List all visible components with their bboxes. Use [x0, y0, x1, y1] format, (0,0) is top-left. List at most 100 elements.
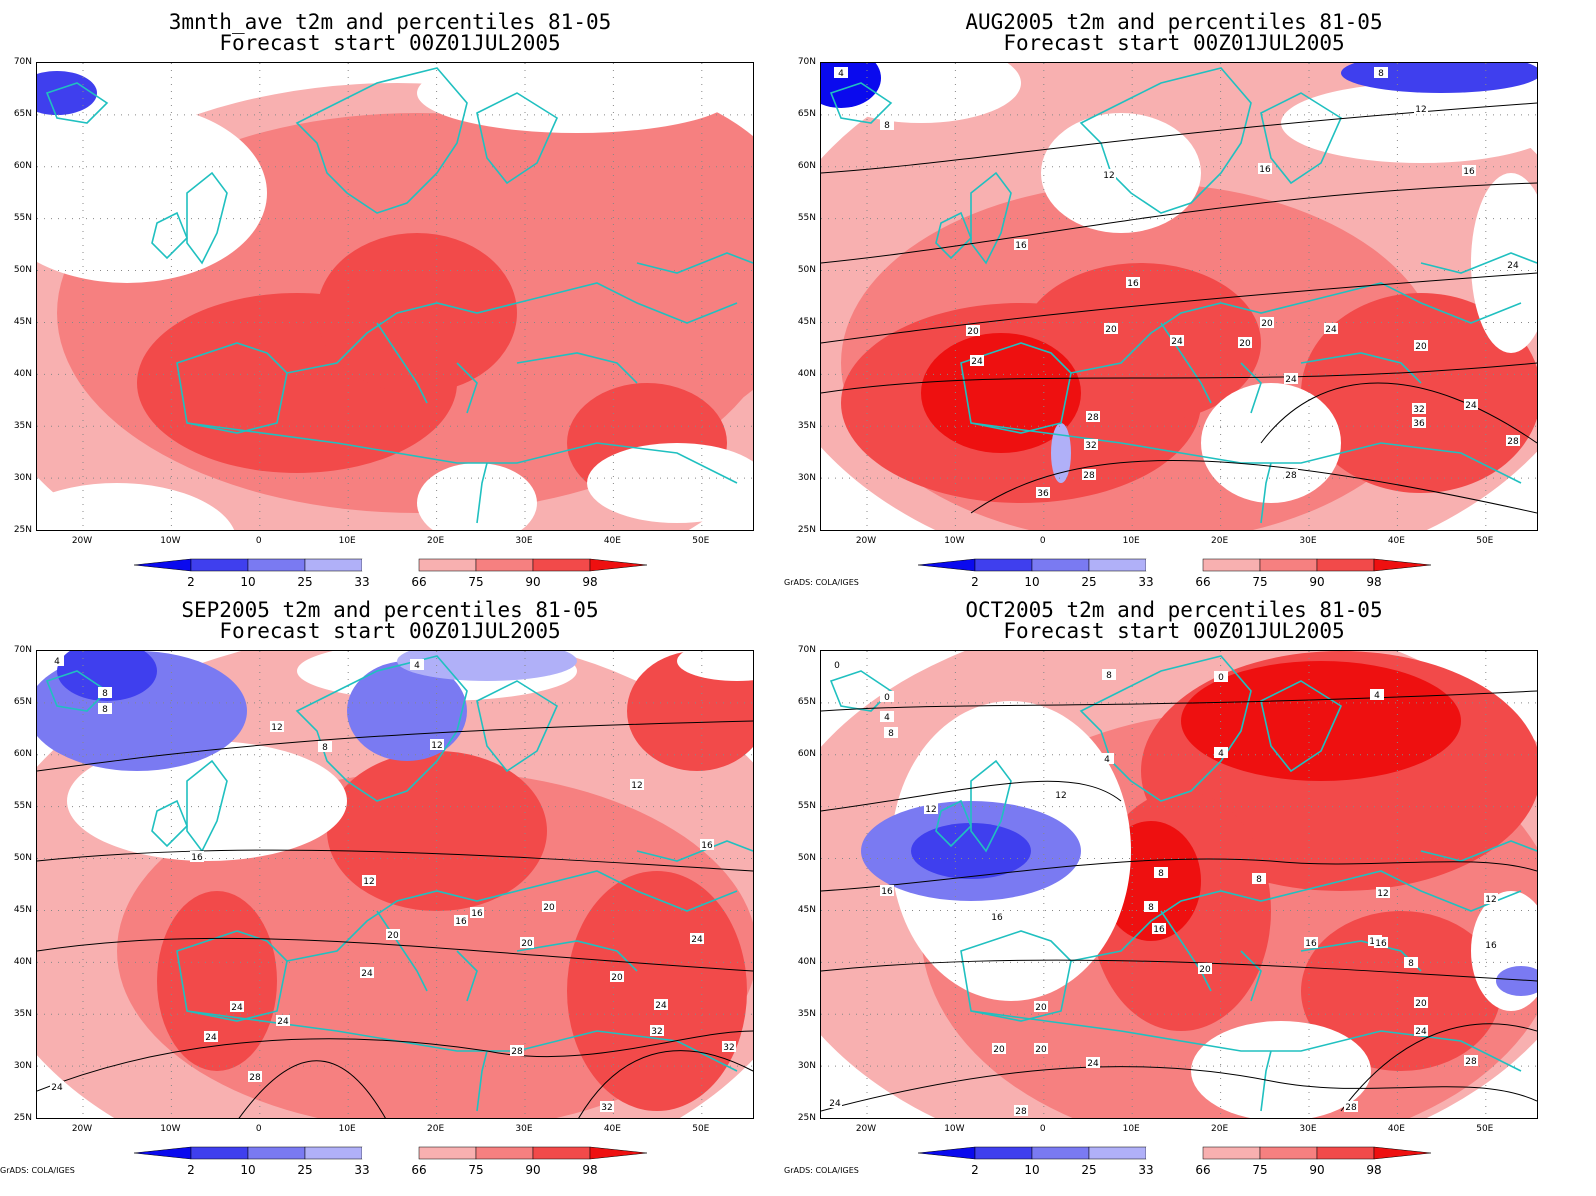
lon-label: 50E — [692, 1124, 710, 1134]
lat-label: 50N — [797, 853, 816, 863]
isotherm-label-bg — [1084, 439, 1098, 450]
isotherm-label-text: 20 — [387, 931, 399, 941]
isotherm-label-text: 8 — [1256, 875, 1262, 885]
panel-subtitle: Forecast start 00Z01JUL2005 — [219, 619, 561, 643]
isotherm-label-text: 16 — [471, 909, 483, 919]
percentile-shading — [567, 871, 747, 1111]
coastline — [1260, 462, 1272, 524]
isotherm-label-text: 12 — [1485, 895, 1496, 905]
isotherm-label-text: 28 — [1087, 413, 1099, 423]
isotherm-label-text: 16 — [701, 841, 713, 851]
lon-label: 50E — [1476, 536, 1494, 546]
isotherm-label-bg — [1412, 403, 1426, 414]
isotherm-line — [821, 959, 1537, 982]
coastline — [970, 1010, 1522, 1072]
isotherm-label: 20 — [1198, 963, 1212, 975]
colorbar-tick-label: 98 — [1366, 575, 1382, 589]
coastline — [935, 211, 972, 260]
percentile-shading — [417, 63, 737, 133]
isotherm-label-bg — [1086, 1057, 1100, 1068]
isotherm-label: 28 — [1014, 1105, 1028, 1117]
colorbar-segment — [475, 558, 534, 572]
colorbar-tick-label: 66 — [411, 1163, 427, 1177]
isotherm-label-text: 16 — [1485, 941, 1497, 951]
isotherm-label-text: 24 — [1415, 1027, 1427, 1037]
isotherm-label-bg — [600, 1101, 614, 1112]
isotherm-label-bg — [1054, 789, 1068, 800]
isotherm-label-bg — [1284, 373, 1298, 384]
isotherm-label-bg — [50, 655, 64, 666]
isotherm-label-bg — [1036, 487, 1050, 498]
isotherm-label-bg — [880, 711, 894, 722]
isotherm-label-text: 16 — [1015, 241, 1027, 251]
coastline — [1070, 870, 1522, 962]
colorbar-tick-label: 90 — [525, 1163, 541, 1177]
isotherm-label-bg — [880, 691, 894, 702]
lon-label: 10E — [338, 536, 356, 546]
isotherm-label: 16 — [470, 907, 484, 919]
isotherm-label-text: 12 — [1103, 171, 1114, 181]
isotherm-label-text: 4 — [1104, 755, 1110, 765]
map-canvas: 4 4 8 8 8 12 12 12 12 16 16 16 16 20 20 20 20 24 24 24 24 24 2… — [37, 651, 753, 1118]
coastline — [476, 92, 559, 185]
isotherm-label-bg — [1144, 901, 1158, 912]
percentile-shading — [1471, 173, 1537, 353]
lat-label: 30N — [13, 473, 32, 483]
lat-label: 55N — [797, 801, 816, 811]
colorbar — [918, 1146, 1432, 1160]
isotherm-label-text: 24 — [1325, 325, 1337, 335]
coastline — [476, 1050, 488, 1112]
isotherm-label: 24 — [360, 967, 374, 979]
colorbar-tick-label: 75 — [468, 1163, 484, 1177]
isotherm-label: 8 — [98, 703, 112, 715]
isotherm-label-text: 24 — [971, 357, 983, 367]
isotherm-label: 20 — [610, 971, 624, 983]
coastline — [456, 950, 478, 1002]
isotherm-label: 24 — [1506, 259, 1520, 271]
isotherm-line — [578, 1050, 753, 1118]
panel-title: SEP2005 t2m and percentiles 81-05 — [181, 598, 599, 622]
isotherm-label: 8 — [1404, 957, 1418, 969]
colorbar-tick-label: 90 — [525, 575, 541, 589]
isotherm-label-bg — [1014, 1105, 1028, 1116]
isotherm-label-text: 8 — [1106, 671, 1112, 681]
isotherm-label-text: 32 — [601, 1103, 612, 1113]
isotherm-label: 20 — [520, 937, 534, 949]
isotherm-label: 4 — [410, 659, 424, 671]
lon-label: 50E — [692, 536, 710, 546]
lon-label: 40E — [603, 536, 621, 546]
isotherm-line — [821, 272, 1537, 344]
isotherm-label-text: 16 — [1127, 279, 1139, 289]
isotherm-label-text: 8 — [1378, 69, 1384, 79]
lat-label: 45N — [13, 317, 32, 327]
colorbar-tick-label: 90 — [1309, 575, 1325, 589]
isotherm-line — [37, 720, 753, 772]
lon-label: 20W — [855, 536, 877, 546]
isotherm-label-text: 20 — [521, 939, 533, 949]
isotherm-label-text: 16 — [191, 853, 203, 863]
isotherm-label: 20 — [1238, 337, 1252, 349]
colorbar-segment — [1146, 559, 1203, 571]
percentile-shading — [677, 651, 753, 681]
colorbar-arrow-high — [589, 558, 648, 572]
isotherm-label-bg — [834, 67, 848, 78]
isotherm-label: 16 — [990, 911, 1004, 923]
isotherm-label: 28 — [510, 1045, 524, 1057]
isotherm-label-bg — [1126, 277, 1140, 288]
isotherm-label-text: 12 — [271, 723, 282, 733]
colorbar-segment — [418, 1146, 477, 1160]
isotherm-label: 16 — [1014, 239, 1028, 251]
lon-label: 40E — [1387, 1124, 1405, 1134]
colorbar-segment — [1316, 558, 1375, 572]
isotherm-label-bg — [924, 803, 938, 814]
percentile-shading — [397, 651, 577, 681]
coastline — [295, 67, 468, 214]
lat-label: 70N — [797, 57, 816, 67]
isotherm-label-bg — [1374, 67, 1388, 78]
isotherm-label-text: 8 — [322, 743, 328, 753]
grads-credit: GrADS: COLA/IGES — [784, 1166, 859, 1175]
colorbar-segment — [974, 1146, 1033, 1160]
isotherm-line — [37, 1030, 753, 1092]
map-canvas — [37, 63, 753, 530]
isotherm-label-bg — [1506, 435, 1520, 446]
